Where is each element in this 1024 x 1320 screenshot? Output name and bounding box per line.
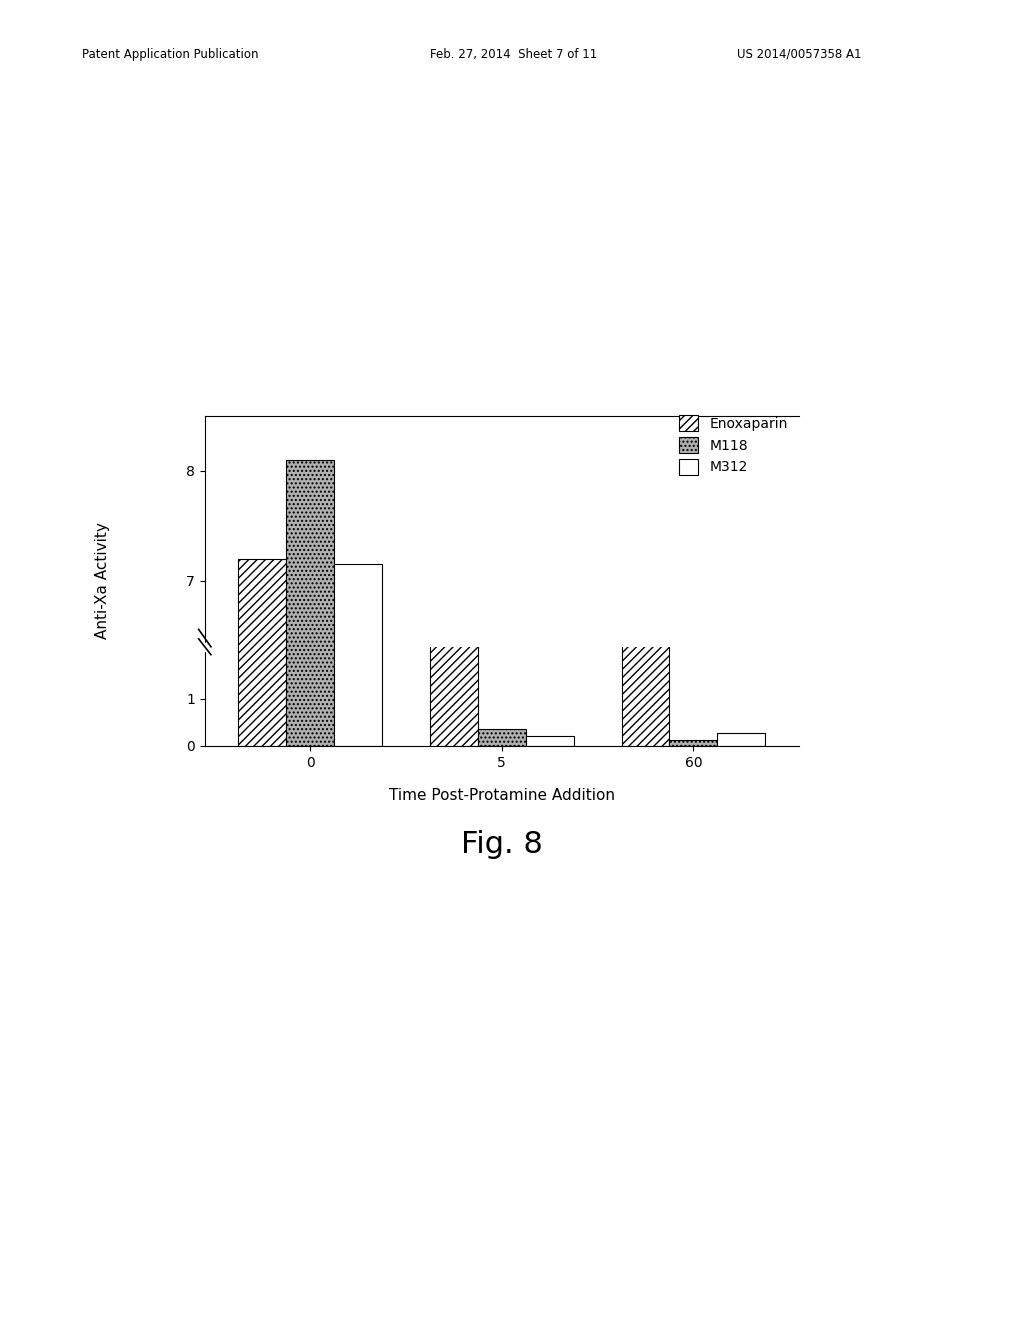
Legend: Enoxaparin, M118, M312: Enoxaparin, M118, M312	[675, 412, 792, 479]
Bar	[430, 628, 478, 746]
Bar	[430, 1076, 478, 1320]
Bar	[239, 558, 287, 1320]
Text: Feb. 27, 2014  Sheet 7 of 11: Feb. 27, 2014 Sheet 7 of 11	[430, 48, 597, 61]
Bar	[334, 565, 382, 1320]
Text: Fig. 8: Fig. 8	[461, 830, 543, 859]
Bar	[287, 364, 334, 746]
Text: Anti-Xa Activity: Anti-Xa Activity	[95, 523, 110, 639]
Bar	[622, 628, 670, 746]
Text: Time Post-Protamine Addition: Time Post-Protamine Addition	[389, 788, 614, 804]
Bar	[239, 407, 287, 746]
Bar	[670, 741, 717, 746]
Bar	[334, 409, 382, 746]
Bar	[478, 729, 525, 746]
Bar	[478, 1312, 525, 1320]
Bar	[717, 733, 765, 746]
Bar	[622, 1076, 670, 1320]
Text: US 2014/0057358 A1: US 2014/0057358 A1	[737, 48, 862, 61]
Bar	[525, 737, 573, 746]
Text: Patent Application Publication: Patent Application Publication	[82, 48, 258, 61]
Bar	[287, 459, 334, 1320]
